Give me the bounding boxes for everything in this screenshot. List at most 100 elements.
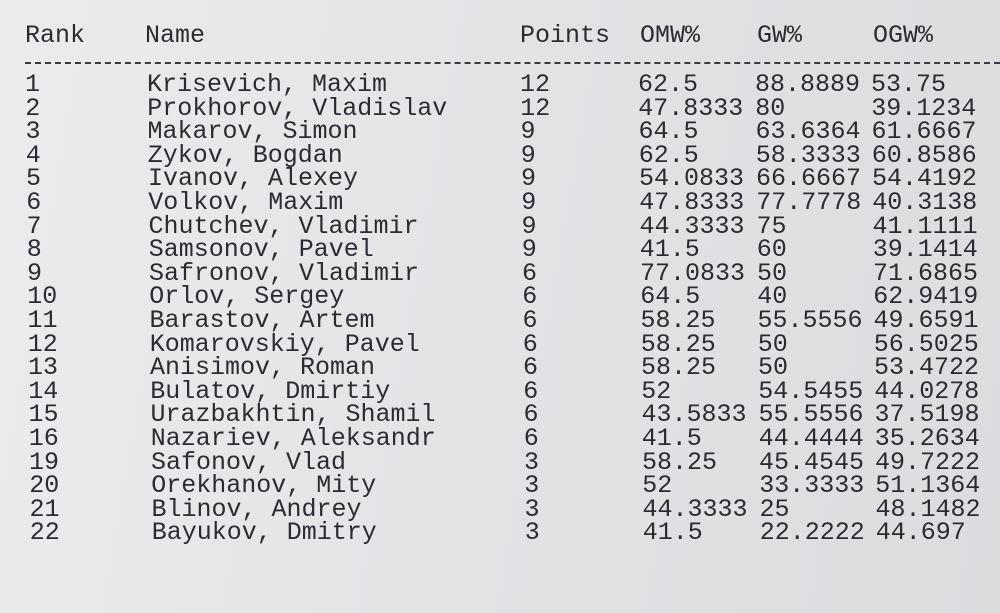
table-row: 9 Safronov, Vladimir 6 77.0833 50 71.6865 xyxy=(2,258,1000,288)
cell-points: 6 xyxy=(522,282,538,312)
cell-ogw: 40.3138 xyxy=(872,188,978,217)
cell-name: Barastov, Artem xyxy=(149,306,375,335)
cell-points: 6 xyxy=(522,306,538,335)
cell-ogw: 44.697 xyxy=(875,518,966,548)
cell-gw: 33.3333 xyxy=(759,471,865,501)
table-row: 7 Chutchev, Vladimir 9 44.3333 75 41.1111 xyxy=(2,211,1000,241)
cell-gw: 45.4545 xyxy=(759,447,865,477)
table-row: 13 Anisimov, Roman 6 58.25 50 53.4722 xyxy=(3,353,1000,383)
cell-omw: 41.5 xyxy=(642,518,703,548)
cell-name: Zykov, Bogdan xyxy=(147,140,343,170)
cell-ogw: 53.75 xyxy=(871,70,947,99)
cell-ogw: 60.8586 xyxy=(871,140,977,170)
cell-gw: 55.5556 xyxy=(757,306,863,335)
cell-points: 9 xyxy=(520,117,536,147)
cell-gw: 77.7778 xyxy=(756,188,862,217)
cell-name: Volkov, Maxim xyxy=(148,188,344,217)
cell-points: 6 xyxy=(523,400,539,430)
cell-gw: 50 xyxy=(757,258,788,288)
cell-omw: 77.0833 xyxy=(640,258,746,288)
cell-rank: 15 xyxy=(28,400,59,430)
cell-ogw: 44.0278 xyxy=(874,376,980,406)
table-row: 12 Komarovskiy, Pavel 6 58.25 50 56.5025 xyxy=(3,329,1000,359)
header-name: Name xyxy=(145,21,206,50)
cell-points: 3 xyxy=(524,494,540,524)
table-row: 22 Bayukov, Dmitry 3 41.5 22.2222 44.697 xyxy=(5,518,1000,548)
table-row: 1 Krisevich, Maxim 12 62.5 88.8889 53.75 xyxy=(0,70,1000,99)
cell-name: Komarovskiy, Pavel xyxy=(149,329,420,359)
cell-ogw: 56.5025 xyxy=(873,329,979,359)
cell-gw: 25 xyxy=(759,494,790,524)
table-row: 5 Ivanov, Alexey 9 54.0833 66.6667 54.4192 xyxy=(1,164,1000,194)
header-omw: OMW% xyxy=(640,21,701,50)
cell-name: Krisevich, Maxim xyxy=(147,70,388,99)
cell-points: 6 xyxy=(522,258,538,288)
cell-rank: 13 xyxy=(28,353,59,383)
cell-rank: 10 xyxy=(27,282,58,312)
cell-points: 3 xyxy=(524,471,540,501)
table-row: 4 Zykov, Bogdan 9 62.5 58.3333 60.8586 xyxy=(1,140,1000,170)
cell-points: 3 xyxy=(524,447,540,477)
cell-rank: 6 xyxy=(26,188,42,217)
table-row: 8 Samsonov, Pavel 9 41.5 60 39.1414 xyxy=(2,235,1000,265)
cell-rank: 19 xyxy=(29,447,60,477)
table-row: 16 Nazariev, Aleksandr 6 41.5 44.4444 35.2634 xyxy=(4,424,1000,453)
cell-omw: 58.25 xyxy=(640,329,716,359)
cell-omw: 44.3333 xyxy=(639,211,745,241)
cell-ogw: 62.9419 xyxy=(873,282,979,312)
cell-omw: 41.5 xyxy=(641,424,702,453)
cell-name: Samsonov, Pavel xyxy=(148,235,374,265)
cell-points: 9 xyxy=(521,188,537,217)
cell-ogw: 48.1482 xyxy=(875,494,981,524)
cell-rank: 20 xyxy=(29,471,60,501)
cell-ogw: 54.4192 xyxy=(872,164,978,194)
cell-omw: 64.5 xyxy=(638,117,699,147)
cell-ogw: 49.6591 xyxy=(873,306,979,335)
cell-points: 6 xyxy=(523,376,539,406)
cell-omw: 43.5833 xyxy=(641,400,747,430)
cell-name: Safonov, Vlad xyxy=(151,447,347,477)
cell-rank: 9 xyxy=(27,258,43,288)
cell-name: Anisimov, Roman xyxy=(150,353,376,383)
cell-omw: 58.25 xyxy=(642,447,718,477)
cell-omw: 62.5 xyxy=(638,70,699,99)
cell-rank: 16 xyxy=(28,424,59,453)
cell-ogw: 39.1234 xyxy=(871,93,977,123)
cell-gw: 80 xyxy=(755,93,786,123)
cell-omw: 52 xyxy=(642,471,673,501)
cell-rank: 7 xyxy=(26,211,42,241)
cell-points: 9 xyxy=(521,235,537,265)
header-gw: GW% xyxy=(757,21,803,50)
cell-ogw: 49.7222 xyxy=(875,447,981,477)
cell-omw: 64.5 xyxy=(640,282,701,312)
cell-rank: 22 xyxy=(29,518,60,548)
cell-omw: 47.8333 xyxy=(639,188,745,217)
cell-rank: 2 xyxy=(25,93,41,123)
cell-gw: 88.8889 xyxy=(755,70,861,99)
cell-omw: 62.5 xyxy=(638,140,699,170)
dashed-divider xyxy=(25,62,1000,64)
cell-points: 9 xyxy=(520,140,536,170)
cell-gw: 60 xyxy=(756,235,787,265)
cell-name: Prokhorov, Vladislav xyxy=(147,93,448,123)
cell-gw: 66.6667 xyxy=(756,164,862,194)
cell-ogw: 41.1111 xyxy=(872,211,978,241)
cell-gw: 54.5455 xyxy=(758,376,864,406)
cell-rank: 14 xyxy=(28,376,59,406)
cell-name: Blinov, Andrey xyxy=(151,494,362,524)
table-row: 15 Urazbakhtin, Shamil 6 43.5833 55.5556 37.5… xyxy=(4,400,1000,430)
cell-name: Ivanov, Alexey xyxy=(148,164,359,194)
cell-name: Bayukov, Dmitry xyxy=(151,518,377,548)
cell-points: 9 xyxy=(521,211,537,241)
table-row: 2 Prokhorov, Vladislav 12 47.8333 80 39.1234 xyxy=(0,93,1000,123)
table-header: Rank Name Points OMW% GW% OGW% xyxy=(0,21,1000,50)
cell-gw: 50 xyxy=(757,329,788,359)
cell-points: 9 xyxy=(521,164,537,194)
table-row: 3 Makarov, Simon 9 64.5 63.6364 61.6667 xyxy=(1,117,1000,147)
cell-name: Bulatov, Dmirtiy xyxy=(150,376,391,406)
cell-omw: 41.5 xyxy=(639,235,700,265)
cell-gw: 63.6364 xyxy=(755,117,861,147)
cell-gw: 50 xyxy=(758,353,789,383)
cell-omw: 52 xyxy=(641,376,672,406)
table-row: 21 Blinov, Andrey 3 44.3333 25 48.1482 xyxy=(5,494,1000,524)
